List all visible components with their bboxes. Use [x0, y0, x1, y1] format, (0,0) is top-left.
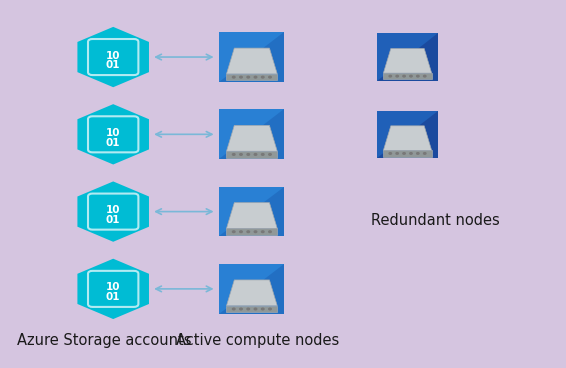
Circle shape [389, 75, 392, 77]
Text: 01: 01 [106, 292, 121, 302]
Polygon shape [220, 32, 285, 82]
Circle shape [254, 231, 257, 233]
Circle shape [269, 308, 271, 310]
Circle shape [233, 231, 235, 233]
Polygon shape [220, 110, 285, 159]
Circle shape [389, 153, 392, 154]
Circle shape [240, 231, 242, 233]
Circle shape [269, 231, 271, 233]
Polygon shape [220, 264, 285, 314]
Polygon shape [78, 181, 149, 242]
Polygon shape [78, 27, 149, 87]
Polygon shape [383, 73, 432, 79]
Text: Active compute nodes: Active compute nodes [176, 333, 339, 348]
Circle shape [247, 153, 250, 155]
Polygon shape [226, 280, 277, 306]
Polygon shape [226, 48, 277, 74]
Circle shape [417, 153, 419, 154]
Circle shape [254, 153, 257, 155]
Text: 01: 01 [106, 138, 121, 148]
Circle shape [254, 76, 257, 78]
Polygon shape [383, 49, 432, 73]
FancyBboxPatch shape [220, 32, 285, 82]
Circle shape [410, 153, 412, 154]
Text: 10: 10 [106, 205, 121, 215]
Circle shape [233, 153, 235, 155]
Circle shape [261, 76, 264, 78]
Circle shape [247, 231, 250, 233]
Circle shape [233, 76, 235, 78]
Circle shape [240, 76, 242, 78]
Text: 01: 01 [106, 215, 121, 225]
Circle shape [423, 75, 426, 77]
FancyBboxPatch shape [376, 111, 439, 158]
Text: 10: 10 [106, 282, 121, 292]
Circle shape [261, 231, 264, 233]
Circle shape [261, 153, 264, 155]
Polygon shape [78, 259, 149, 319]
Polygon shape [220, 187, 285, 237]
Text: 10: 10 [106, 50, 121, 60]
Polygon shape [383, 151, 432, 156]
Polygon shape [78, 104, 149, 164]
Polygon shape [226, 151, 277, 158]
Polygon shape [376, 33, 439, 81]
Circle shape [254, 308, 257, 310]
Polygon shape [226, 74, 277, 80]
Circle shape [240, 308, 242, 310]
Circle shape [247, 76, 250, 78]
Circle shape [410, 75, 412, 77]
Text: Azure Storage accounts: Azure Storage accounts [18, 333, 192, 348]
FancyBboxPatch shape [220, 110, 285, 159]
Polygon shape [226, 125, 277, 151]
Text: Redundant nodes: Redundant nodes [371, 213, 499, 228]
Circle shape [396, 75, 398, 77]
FancyBboxPatch shape [220, 187, 285, 237]
Polygon shape [226, 306, 277, 312]
Polygon shape [226, 229, 277, 235]
Circle shape [403, 153, 405, 154]
Circle shape [261, 308, 264, 310]
Polygon shape [383, 126, 432, 151]
Circle shape [269, 153, 271, 155]
Circle shape [247, 308, 250, 310]
Text: 01: 01 [106, 60, 121, 71]
Polygon shape [226, 203, 277, 229]
FancyBboxPatch shape [376, 33, 439, 81]
Circle shape [403, 75, 405, 77]
Polygon shape [376, 111, 439, 158]
Circle shape [396, 153, 398, 154]
Circle shape [240, 153, 242, 155]
Text: 10: 10 [106, 128, 121, 138]
FancyBboxPatch shape [220, 264, 285, 314]
Circle shape [269, 76, 271, 78]
Circle shape [233, 308, 235, 310]
Circle shape [417, 75, 419, 77]
Circle shape [423, 153, 426, 154]
